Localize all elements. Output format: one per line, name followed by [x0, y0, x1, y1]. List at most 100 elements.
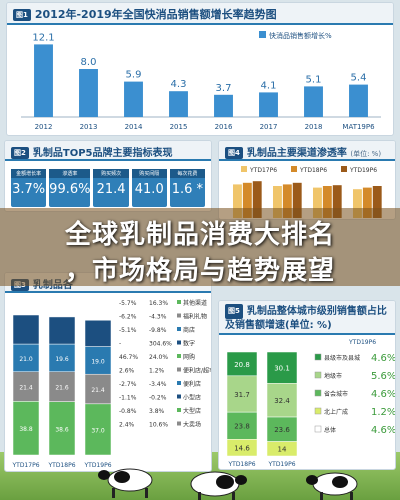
- headline-banner: 全球乳制品消费大排名 ，市场格局与趋势展望: [0, 208, 400, 286]
- cows-illustration: [98, 468, 358, 500]
- legend-label: 地级市: [324, 372, 342, 380]
- table-cell: -4.3%: [149, 314, 167, 321]
- cow-icon: [190, 471, 247, 500]
- kpi-card: 渗透率 99.6%: [49, 169, 91, 207]
- kpi-card: 购买间隔 41.0: [131, 169, 167, 207]
- table-cell: -0.2%: [149, 395, 167, 402]
- segment-label: 19.6: [55, 356, 69, 363]
- table-swatch: [177, 381, 181, 385]
- fig5-title: 图5 乳制品整体城市级别销售额占比及销售额增速(单位: %): [219, 301, 395, 335]
- fig4-tag: 图4: [225, 147, 243, 159]
- data-label: 4.3: [171, 79, 187, 90]
- fig2-tag: 图2: [11, 147, 29, 159]
- table-label: 网购: [183, 353, 195, 361]
- table-cell: 16.3%: [149, 300, 168, 307]
- segment-label: 19.0: [91, 358, 105, 365]
- table-cell: -6.2%: [119, 314, 137, 321]
- kpi-head: 购买间隔: [131, 169, 167, 178]
- bar: [332, 185, 342, 218]
- growth-value: 4.6%: [371, 389, 396, 400]
- kpi-value: 1.6 *: [171, 182, 204, 197]
- bar: [252, 181, 262, 218]
- table-cell: -1.1%: [119, 395, 137, 402]
- table-label: 便利店/超市: [183, 367, 212, 375]
- bar: [124, 81, 143, 117]
- kpi-value: 21.4: [96, 182, 126, 197]
- cow-icon: [98, 468, 153, 498]
- bar: [292, 182, 302, 218]
- segment-label: 21.4: [19, 385, 33, 392]
- data-label: 8.0: [81, 57, 97, 68]
- data-label: 5.4: [351, 73, 367, 84]
- legend-swatch: [291, 166, 297, 172]
- table-cell: -5.1%: [119, 327, 137, 334]
- growth-value: 4.6%: [371, 425, 396, 436]
- fig5-tag: 图5: [225, 304, 243, 319]
- table-label: 大型店: [183, 407, 201, 415]
- segment-label: 21.6: [55, 385, 69, 392]
- kpi-card: 购买频次 21.4: [93, 169, 129, 207]
- stack-segment: [48, 343, 76, 372]
- table-swatch: [177, 340, 181, 345]
- kpi-card: 金额增长率 3.7%: [11, 169, 47, 207]
- legend-label: 快消品销售额增长%: [269, 31, 332, 40]
- x-tick-label: YTD19P6: [83, 462, 111, 469]
- segment-label: 30.1: [274, 365, 290, 373]
- legend-swatch: [314, 371, 322, 379]
- fig4-channel-panel: 图4 乳制品主要渠道渗透率 (单位: %) YTD17P6 YTD18P6 YTD19…: [218, 140, 396, 220]
- table-cell: -: [119, 341, 121, 348]
- kpi-value: 99.6%: [49, 182, 91, 197]
- legend-label: YTD19P6: [349, 167, 377, 174]
- bar: [34, 44, 53, 117]
- data-label: 5.1: [306, 74, 322, 85]
- fig4-unit: (单位: %): [350, 150, 382, 158]
- data-label: 12.1: [32, 32, 54, 43]
- table-label: 小型店: [183, 394, 201, 402]
- segment-label: 37.0: [91, 427, 105, 434]
- table-label: 便利店: [183, 380, 201, 388]
- legend-label: YTD18P6: [299, 167, 327, 174]
- stack-segment: [84, 403, 112, 456]
- x-tick-label: MAT19P6: [342, 123, 375, 131]
- kpi-value: 3.7%: [12, 182, 46, 197]
- growth-value: 4.6%: [371, 353, 396, 364]
- cow-icon: [306, 472, 358, 500]
- bar: [242, 182, 252, 218]
- kpi-head: 金额增长率: [11, 169, 47, 178]
- stack-segment: [226, 411, 258, 440]
- stack-segment: [84, 346, 112, 375]
- table-cell: -5.7%: [119, 300, 137, 307]
- segment-label: 38.8: [19, 426, 33, 433]
- data-label: 4.1: [261, 80, 277, 91]
- legend-swatch: [341, 166, 347, 172]
- bar: [169, 91, 188, 117]
- table-cell: 1.2%: [149, 368, 165, 375]
- fig4-chart: YTD17P6 YTD18P6 YTD19P6: [233, 166, 382, 218]
- table-cell: -2.7%: [119, 381, 137, 388]
- fig3-chart: 38.8 21.4 21.0 YTD17P6 38.6 21.6 19.6 YTD18P6 37…: [11, 299, 212, 469]
- table-swatch: [177, 394, 181, 399]
- growth-value: 1.2%: [371, 407, 396, 418]
- table-label: 大卖场: [183, 421, 201, 429]
- table-swatch: [177, 408, 181, 412]
- table-swatch: [177, 313, 181, 318]
- segment-label: 32.4: [274, 397, 290, 405]
- stack-segment: [266, 383, 298, 418]
- legend-label: YTD17P6: [249, 167, 277, 174]
- stack-segment: [48, 371, 76, 402]
- segment-label: 23.6: [274, 426, 290, 434]
- legend-swatch: [314, 389, 322, 397]
- segment-label: 21.0: [19, 356, 33, 363]
- bar: [313, 187, 322, 218]
- bar: [349, 84, 368, 117]
- table-label: 其他渠道: [183, 299, 207, 307]
- legend-swatch: [241, 166, 247, 172]
- segment-label: 38.6: [55, 426, 69, 433]
- x-tick-label: 2016: [215, 123, 233, 131]
- fig5-city-tier-panel: 图5 乳制品整体城市级别销售额占比及销售额增速(单位: %) 14.6 23.8 31…: [218, 300, 396, 470]
- bar: [259, 92, 278, 117]
- legend-label: 北上广成: [324, 408, 348, 416]
- fig1-title-text: 2012年-2019年全国快消品销售额增长率趋势图: [34, 8, 277, 21]
- fig2-title-text: 乳制品TOP5品牌主要指标表现: [32, 148, 173, 159]
- legend-swatch: [314, 353, 322, 361]
